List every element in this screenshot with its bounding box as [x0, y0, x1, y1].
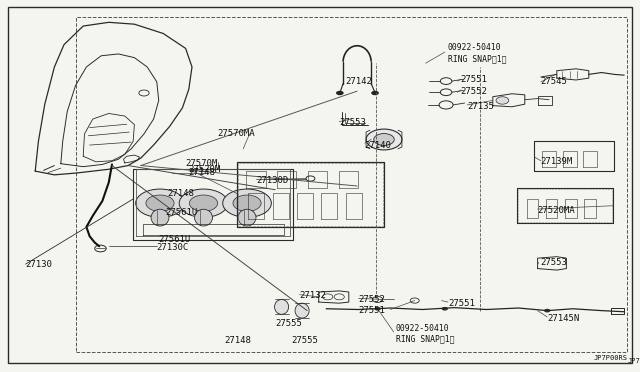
- Text: 27130C: 27130C: [157, 243, 189, 252]
- Circle shape: [374, 134, 394, 145]
- Text: 27140: 27140: [365, 141, 392, 150]
- Ellipse shape: [195, 209, 212, 226]
- Circle shape: [336, 91, 344, 95]
- Circle shape: [223, 189, 271, 217]
- Ellipse shape: [151, 209, 169, 226]
- Text: 27139M: 27139M: [541, 157, 573, 166]
- Ellipse shape: [295, 303, 309, 318]
- Text: 27561U: 27561U: [165, 208, 197, 217]
- Circle shape: [146, 195, 174, 211]
- Text: 27555: 27555: [275, 319, 302, 328]
- Text: 27135: 27135: [467, 102, 494, 110]
- Text: 27553: 27553: [339, 118, 366, 127]
- Bar: [76, 17, 627, 352]
- Text: 27132: 27132: [300, 291, 326, 300]
- Circle shape: [233, 195, 261, 211]
- Circle shape: [544, 309, 550, 312]
- Circle shape: [136, 189, 184, 217]
- Text: 27148: 27148: [168, 189, 195, 198]
- Text: RING SNAP（1）: RING SNAP（1）: [448, 54, 506, 63]
- Text: 27148: 27148: [224, 336, 251, 345]
- Text: JP7P00RS: JP7P00RS: [627, 358, 640, 364]
- Circle shape: [366, 129, 402, 150]
- Ellipse shape: [275, 299, 289, 314]
- Text: 27520MA: 27520MA: [538, 206, 575, 215]
- Text: 27553: 27553: [541, 258, 568, 267]
- Text: 27545: 27545: [541, 77, 568, 86]
- Text: 27552: 27552: [461, 87, 488, 96]
- Text: JP7P00RS: JP7P00RS: [593, 355, 627, 361]
- Circle shape: [442, 307, 448, 311]
- Circle shape: [179, 189, 228, 217]
- Text: 27145N: 27145N: [547, 314, 579, 323]
- Text: 27130D: 27130D: [256, 176, 288, 185]
- Circle shape: [189, 195, 218, 211]
- Circle shape: [496, 97, 509, 104]
- Text: 27148: 27148: [189, 169, 216, 177]
- Text: RING SNAP（1）: RING SNAP（1）: [396, 334, 454, 343]
- Text: 27551: 27551: [448, 299, 475, 308]
- Text: 27142: 27142: [346, 77, 372, 86]
- Text: 27552: 27552: [358, 295, 385, 304]
- Text: 27520M: 27520M: [189, 165, 221, 174]
- Text: 27551: 27551: [461, 76, 488, 84]
- Text: 27570MA: 27570MA: [218, 129, 255, 138]
- Text: 27555: 27555: [291, 336, 318, 345]
- Text: 27570M: 27570M: [186, 159, 218, 168]
- Text: 00922-50410: 00922-50410: [396, 324, 449, 333]
- Text: 27130: 27130: [26, 260, 52, 269]
- Text: 27551: 27551: [358, 306, 385, 315]
- Text: 00922-50410: 00922-50410: [448, 43, 502, 52]
- Ellipse shape: [238, 209, 256, 226]
- Text: 27561U: 27561U: [159, 235, 191, 244]
- Circle shape: [374, 307, 381, 311]
- Circle shape: [371, 91, 379, 95]
